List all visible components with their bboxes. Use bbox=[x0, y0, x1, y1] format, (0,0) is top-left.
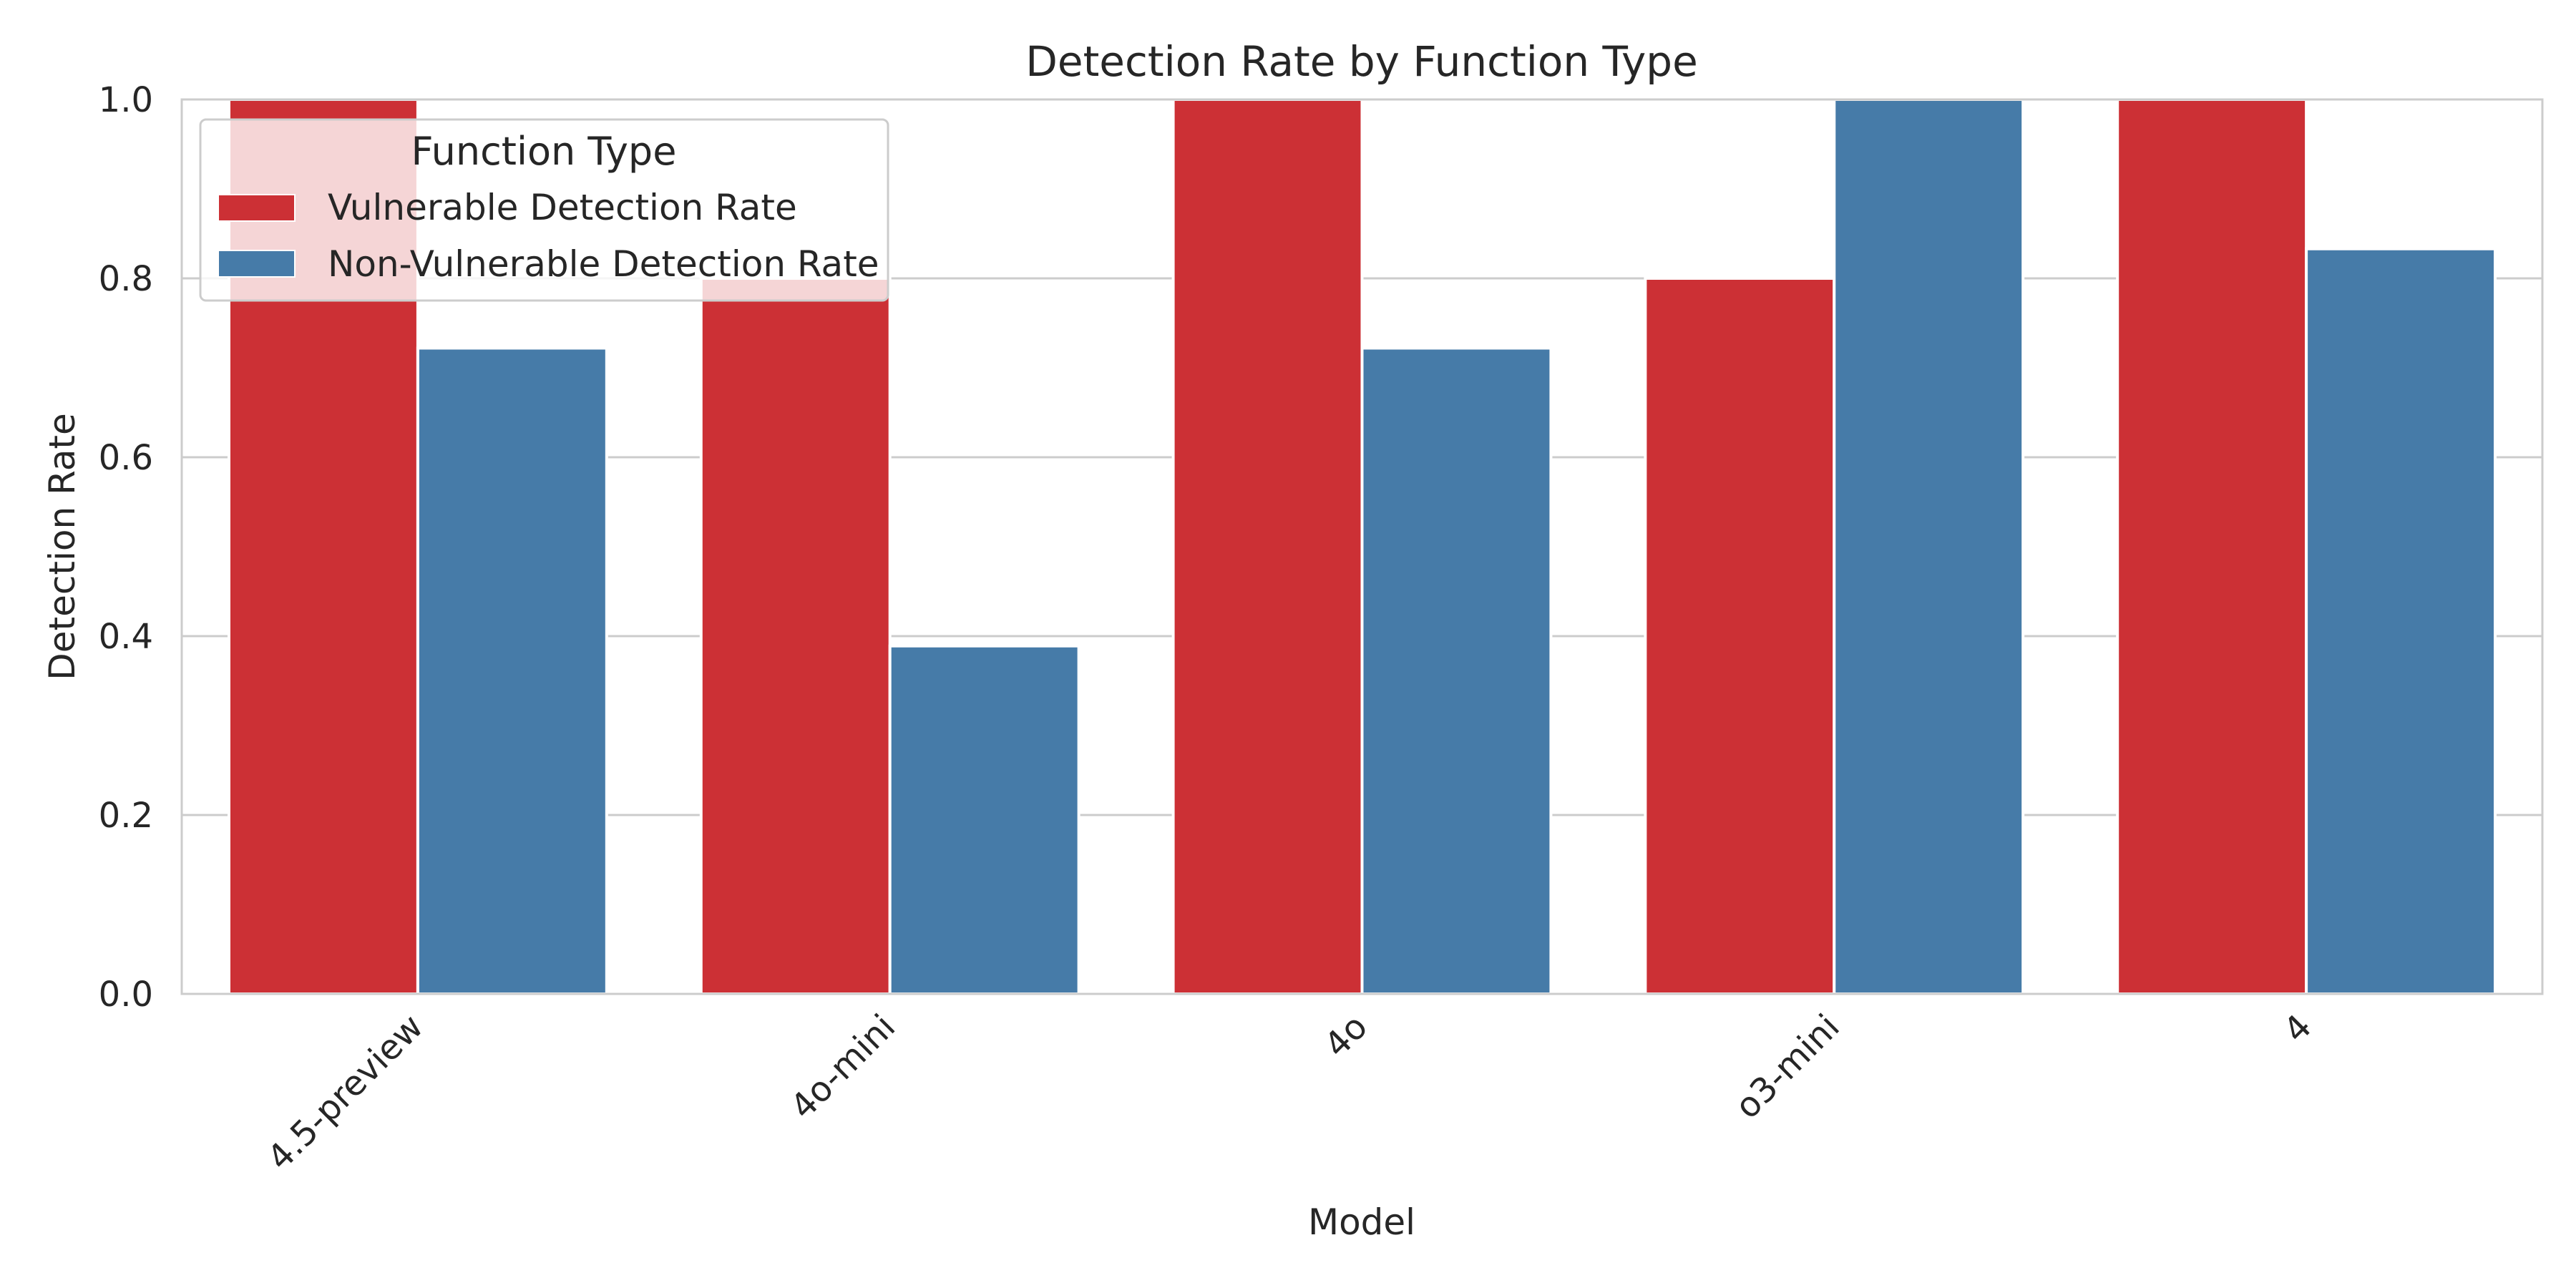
legend: Function Type Vulnerable Detection Rate … bbox=[199, 118, 889, 302]
bar-vulnerable-4 bbox=[2116, 98, 2308, 995]
bar-non-vulnerable-4 bbox=[2305, 247, 2497, 995]
bar-vulnerable-1 bbox=[699, 277, 892, 995]
bar-non-vulnerable-2 bbox=[1360, 346, 1553, 995]
bar-vulnerable-3 bbox=[1644, 277, 1836, 995]
y-tick-label: 0.6 bbox=[99, 438, 153, 478]
legend-swatch-vulnerable bbox=[218, 194, 296, 222]
bar-vulnerable-2 bbox=[1171, 98, 1364, 995]
chart-title: Detection Rate by Function Type bbox=[1025, 37, 1698, 86]
legend-label-non-vulnerable: Non-Vulnerable Detection Rate bbox=[328, 243, 879, 285]
plot-frame bbox=[180, 98, 2544, 995]
bar-non-vulnerable-3 bbox=[1833, 98, 2025, 995]
y-tick-label: 0.2 bbox=[99, 796, 153, 836]
x-axis-label: Model bbox=[1308, 1201, 1415, 1243]
y-tick-label: 0.4 bbox=[99, 617, 153, 657]
y-tick-label: 1.0 bbox=[99, 80, 153, 120]
legend-box bbox=[199, 118, 889, 302]
legend-label-vulnerable: Vulnerable Detection Rate bbox=[328, 187, 797, 228]
legend-title: Function Type bbox=[411, 129, 677, 174]
bar-non-vulnerable-0 bbox=[416, 346, 608, 995]
y-tick-label: 0.8 bbox=[99, 259, 153, 299]
bar-non-vulnerable-1 bbox=[888, 644, 1080, 995]
legend-swatch-non-vulnerable bbox=[218, 250, 296, 278]
y-axis-label: Detection Rate bbox=[42, 413, 83, 680]
y-axis-ticks: 0.0 0.2 0.4 0.6 0.8 1.0 bbox=[99, 80, 153, 1015]
y-tick-label: 0.0 bbox=[99, 975, 153, 1015]
